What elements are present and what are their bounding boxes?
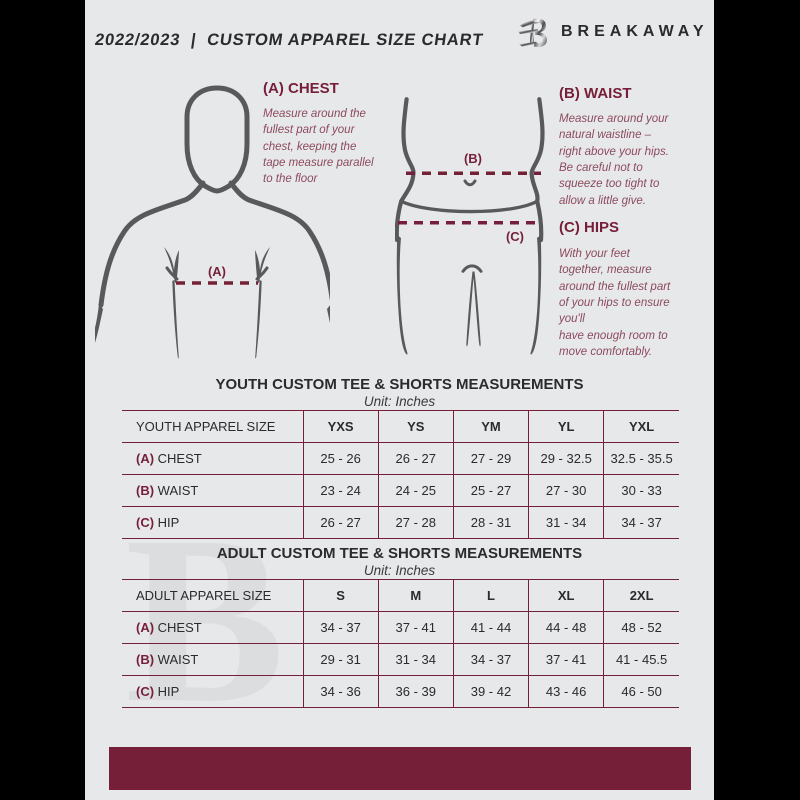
svg-text:(A): (A) xyxy=(208,264,226,279)
svg-text:(C): (C) xyxy=(506,229,524,244)
svg-text:(B): (B) xyxy=(464,151,482,166)
